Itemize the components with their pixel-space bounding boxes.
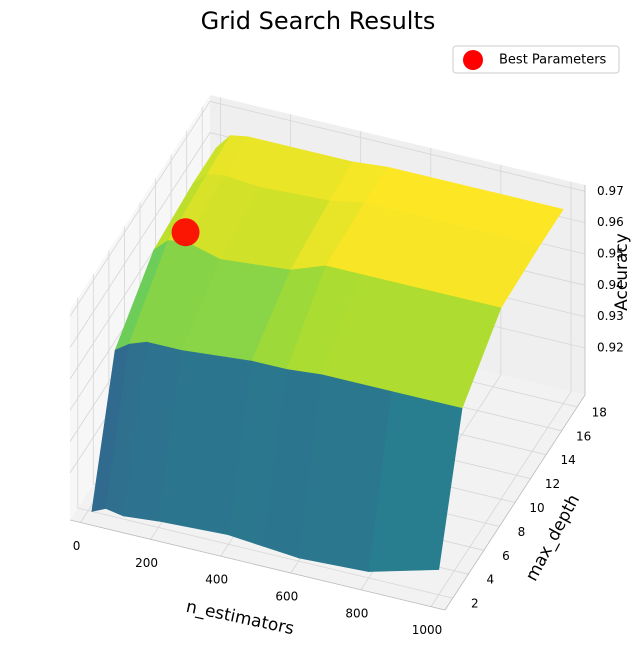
y-tick-label: 10 [529, 501, 544, 515]
z-tick-label: 0.96 [597, 215, 624, 229]
legend-box [452, 45, 620, 74]
best-point [171, 218, 200, 247]
y-tick-label: 18 [592, 405, 607, 419]
y-tick-label: 2 [471, 597, 479, 611]
z-tick-label: 0.97 [597, 184, 624, 198]
chart-title: Grid Search Results [201, 7, 436, 35]
y-tick-label: 14 [560, 453, 575, 467]
x-tick-label: 1000 [412, 623, 443, 637]
x-tick-label: 800 [345, 606, 368, 620]
z-tick-label: 0.92 [597, 340, 624, 354]
legend-label: Best Parameters [499, 53, 607, 68]
z-tick-label: 0.93 [597, 309, 624, 323]
surface-patch [368, 391, 463, 572]
legend: Best Parameters [452, 45, 620, 74]
y-tick-label: 16 [576, 429, 591, 443]
z-tick-label: 0.94 [597, 278, 624, 292]
x-tick-label: 400 [205, 573, 228, 587]
axis-line [69, 185, 586, 611]
x-tick-label: 600 [275, 589, 298, 603]
y-tick-label: 12 [545, 477, 560, 491]
x-tick-label: 0 [73, 539, 81, 553]
y-tick-label: 8 [518, 525, 526, 539]
z-axis-label: Accuracy [612, 233, 632, 311]
y-tick-label: 6 [502, 549, 510, 563]
y-tick-label: 4 [487, 573, 495, 587]
grid-line [77, 298, 453, 599]
grid-line [69, 100, 586, 317]
x-tick-label: 200 [135, 556, 158, 570]
legend-marker [463, 50, 483, 70]
grid-line [430, 181, 572, 607]
z-tick-label: 0.95 [597, 246, 624, 260]
